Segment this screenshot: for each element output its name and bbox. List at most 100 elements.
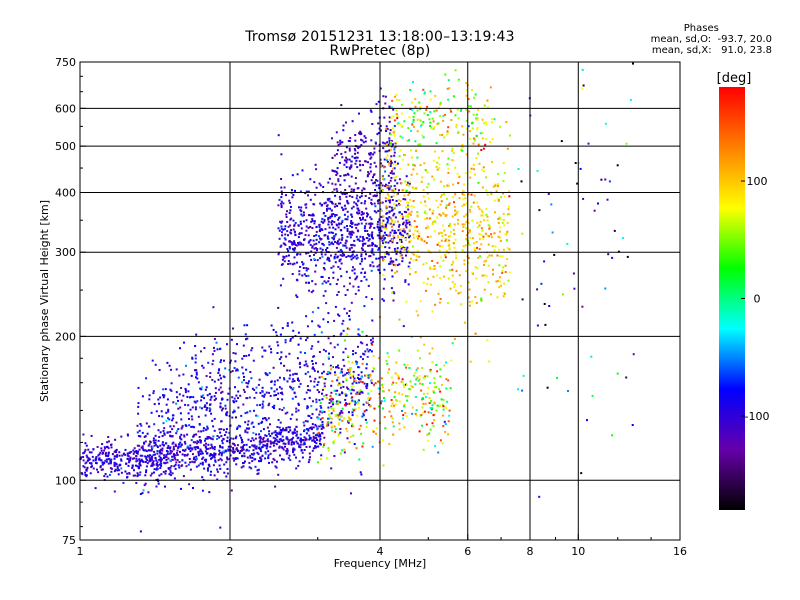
data-point [404, 180, 407, 183]
data-point [498, 248, 500, 251]
data-point [403, 403, 406, 406]
data-point [476, 126, 479, 129]
data-point [447, 184, 450, 187]
data-point [488, 227, 491, 230]
data-point [398, 211, 401, 214]
data-point [417, 314, 420, 317]
data-point [280, 186, 283, 189]
data-point [391, 417, 394, 420]
data-point [482, 147, 485, 150]
data-point [331, 215, 334, 218]
data-point [319, 401, 322, 404]
data-point [220, 382, 223, 385]
data-point [469, 130, 472, 133]
data-point [333, 319, 336, 322]
data-point [113, 461, 116, 464]
data-point [286, 248, 289, 250]
data-point [560, 140, 563, 143]
data-point [465, 108, 468, 111]
data-point [362, 237, 365, 240]
data-point [355, 202, 358, 205]
data-point [375, 184, 378, 187]
data-point [274, 465, 277, 468]
data-point [368, 404, 371, 406]
data-point [330, 405, 333, 408]
data-point [455, 212, 458, 215]
data-point [297, 436, 300, 439]
data-point [547, 193, 550, 195]
data-point [553, 253, 556, 256]
data-point [282, 448, 285, 451]
data-point [96, 468, 98, 471]
data-point [240, 436, 243, 439]
data-point [307, 234, 310, 237]
data-point [282, 202, 285, 205]
data-point [260, 441, 263, 444]
data-point [442, 425, 445, 428]
data-point [321, 248, 324, 251]
data-point [327, 356, 330, 359]
data-point [276, 432, 279, 435]
data-point [321, 410, 324, 413]
data-point [355, 197, 358, 200]
data-point [352, 372, 355, 375]
data-point [267, 440, 270, 443]
data-point [356, 223, 359, 226]
data-point [289, 426, 291, 429]
data-point [410, 130, 412, 132]
data-point [167, 408, 170, 411]
data-point [232, 457, 235, 460]
data-point [390, 287, 393, 290]
data-point [328, 352, 330, 355]
data-point [338, 422, 341, 425]
data-point [383, 240, 386, 243]
data-point [354, 134, 357, 136]
data-point [136, 472, 139, 475]
data-point [209, 408, 212, 411]
colorbar-tick-label: -100 [745, 410, 770, 423]
data-point [308, 438, 311, 441]
data-point [292, 431, 295, 434]
data-point [149, 440, 152, 443]
data-point [293, 224, 296, 227]
data-point [366, 383, 369, 385]
data-point [158, 369, 161, 371]
data-point [156, 465, 159, 467]
data-point [339, 141, 342, 144]
data-point [387, 143, 390, 146]
data-point [320, 253, 323, 256]
data-point [126, 452, 129, 455]
data-point [401, 189, 404, 192]
data-point [416, 118, 419, 121]
data-point [593, 209, 596, 212]
data-point [416, 376, 419, 379]
data-point [380, 400, 383, 403]
data-point [425, 109, 428, 111]
data-point [227, 392, 230, 395]
data-point [225, 461, 228, 464]
data-point [457, 131, 460, 134]
data-point [291, 174, 294, 177]
data-point [250, 440, 252, 443]
data-point [198, 423, 201, 425]
data-point [205, 448, 208, 450]
data-point [163, 394, 166, 397]
data-point [351, 196, 354, 198]
data-point [352, 231, 355, 234]
data-point [393, 188, 396, 191]
data-point [395, 163, 398, 166]
data-point [259, 448, 262, 451]
data-point [232, 352, 235, 354]
data-point [474, 117, 477, 120]
data-point [386, 186, 389, 189]
data-point [429, 407, 432, 409]
data-point [194, 357, 197, 360]
data-point [335, 153, 338, 156]
data-point [400, 233, 403, 236]
data-point [217, 459, 220, 462]
data-point [377, 199, 380, 202]
data-point [330, 242, 333, 245]
data-point [203, 347, 206, 349]
data-point [399, 238, 401, 241]
data-point [193, 369, 196, 372]
